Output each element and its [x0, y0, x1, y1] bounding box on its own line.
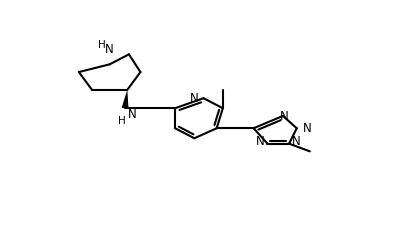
- Text: N: N: [128, 108, 137, 121]
- Text: N: N: [292, 135, 301, 148]
- Text: N: N: [280, 110, 289, 123]
- Text: N: N: [105, 43, 113, 56]
- Text: H: H: [118, 115, 126, 126]
- Text: H: H: [98, 40, 106, 50]
- Polygon shape: [122, 90, 129, 109]
- Text: N: N: [189, 92, 198, 105]
- Text: N: N: [256, 135, 265, 148]
- Text: N: N: [303, 122, 312, 135]
